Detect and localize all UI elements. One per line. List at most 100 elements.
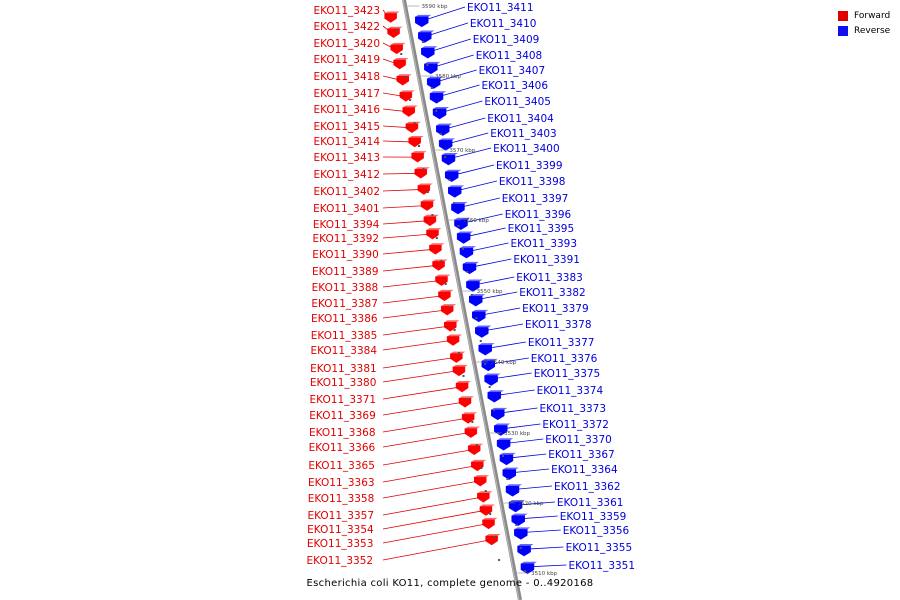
reverse-gene-label[interactable]: EKO11_3404 (487, 113, 554, 125)
reverse-gene-label[interactable]: EKO11_3409 (473, 34, 540, 46)
forward-gene-label[interactable]: EKO11_3420 (313, 38, 380, 50)
reverse-gene-label[interactable]: EKO11_3375 (534, 368, 601, 380)
forward-gene-label[interactable]: EKO11_3363 (308, 477, 375, 489)
forward-gene-label[interactable]: EKO11_3380 (310, 377, 377, 389)
reverse-gene-label[interactable]: EKO11_3351 (569, 560, 636, 572)
reverse-gene-label[interactable]: EKO11_3373 (540, 403, 607, 415)
forward-gene-label[interactable]: EKO11_3352 (307, 555, 374, 567)
reverse-gene-arrow (499, 452, 516, 466)
forward-leader-line (382, 523, 487, 544)
forward-gene-label[interactable]: EKO11_3402 (313, 186, 380, 198)
forward-gene-label[interactable]: EKO11_3394 (313, 219, 380, 231)
forward-gene-label[interactable]: EKO11_3381 (310, 363, 377, 375)
forward-gene-arrow (458, 396, 474, 408)
forward-leader-line (382, 25, 392, 34)
forward-gene-label[interactable]: EKO11_3389 (312, 266, 379, 278)
forward-gene-label[interactable]: EKO11_3385 (311, 330, 378, 342)
forward-gene-label[interactable]: EKO11_3416 (313, 104, 380, 116)
forward-gene-arrow (464, 426, 480, 438)
reverse-gene-label[interactable]: EKO11_3410 (470, 18, 537, 30)
forward-gene-label[interactable]: EKO11_3422 (313, 21, 380, 33)
reverse-gene-arrow (426, 76, 444, 89)
reverse-gene-label[interactable]: EKO11_3407 (479, 65, 546, 77)
reverse-leader-line (428, 22, 469, 36)
forward-gene-label[interactable]: EKO11_3369 (309, 410, 376, 422)
minor-feature-mark (400, 53, 403, 55)
minor-feature-mark (453, 329, 456, 331)
reverse-gene-label[interactable]: EKO11_3411 (467, 2, 534, 14)
reverse-leader-line (449, 132, 489, 144)
reverse-gene-label[interactable]: EKO11_3382 (519, 287, 586, 299)
forward-gene-arrow (473, 475, 490, 487)
minor-feature-mark (510, 501, 513, 503)
forward-gene-label[interactable]: EKO11_3423 (313, 5, 380, 17)
reverse-leader-line (439, 84, 480, 97)
reverse-leader-line (485, 323, 524, 331)
forward-gene-label[interactable]: EKO11_3392 (313, 233, 380, 245)
reverse-gene-label[interactable]: EKO11_3399 (496, 160, 563, 172)
reverse-gene-label[interactable]: EKO11_3395 (508, 223, 575, 235)
reverse-gene-label[interactable]: EKO11_3408 (476, 50, 543, 62)
legend-forward: Forward (838, 8, 890, 23)
reverse-gene-label[interactable]: EKO11_3400 (493, 143, 560, 155)
forward-gene-label[interactable]: EKO11_3419 (313, 54, 380, 66)
reverse-gene-label[interactable]: EKO11_3361 (557, 497, 624, 509)
reverse-gene-label[interactable]: EKO11_3374 (537, 385, 604, 397)
reverse-gene-label[interactable]: EKO11_3364 (551, 464, 618, 476)
reverse-gene-label[interactable]: EKO11_3406 (482, 80, 549, 92)
forward-gene-label[interactable]: EKO11_3357 (307, 510, 374, 522)
forward-leader-line (382, 205, 425, 209)
forward-gene-label[interactable]: EKO11_3401 (313, 203, 380, 215)
forward-gene-label[interactable]: EKO11_3418 (313, 71, 380, 83)
reverse-leader-line (521, 515, 558, 520)
reverse-gene-label[interactable]: EKO11_3405 (484, 96, 551, 108)
reverse-gene-label[interactable]: EKO11_3397 (502, 193, 569, 205)
forward-gene-arrow (399, 90, 415, 102)
reverse-gene-label[interactable]: EKO11_3393 (511, 238, 578, 250)
reverse-gene-label[interactable]: EKO11_3367 (548, 449, 615, 461)
forward-gene-label[interactable]: EKO11_3387 (311, 298, 378, 310)
forward-gene-label[interactable]: EKO11_3413 (313, 152, 380, 164)
minor-feature-mark (430, 87, 433, 89)
forward-gene-label[interactable]: EKO11_3384 (310, 345, 377, 357)
reverse-gene-arrow (505, 484, 523, 497)
reverse-gene-label[interactable]: EKO11_3370 (545, 434, 612, 446)
reverse-gene-label[interactable]: EKO11_3403 (490, 128, 557, 140)
forward-gene-label[interactable]: EKO11_3415 (313, 121, 380, 133)
reverse-gene-arrow (484, 373, 501, 386)
forward-gene-arrow (417, 183, 433, 195)
forward-gene-label[interactable]: EKO11_3365 (308, 460, 375, 472)
reverse-gene-arrow (490, 407, 508, 421)
reverse-gene-label[interactable]: EKO11_3376 (531, 353, 598, 365)
reverse-gene-label[interactable]: EKO11_3372 (542, 419, 609, 431)
forward-gene-label[interactable]: EKO11_3390 (312, 249, 379, 261)
reverse-gene-label[interactable]: EKO11_3362 (554, 481, 621, 493)
forward-gene-label[interactable]: EKO11_3368 (309, 427, 376, 439)
forward-gene-label[interactable]: EKO11_3366 (309, 442, 376, 454)
forward-gene-label[interactable]: EKO11_3358 (308, 493, 375, 505)
forward-gene-label[interactable]: EKO11_3353 (307, 538, 374, 550)
legend: Forward Reverse (838, 8, 890, 38)
minor-feature-mark (501, 455, 504, 457)
forward-gene-label[interactable]: EKO11_3388 (312, 282, 379, 294)
reverse-gene-label[interactable]: EKO11_3383 (516, 272, 583, 284)
forward-gene-label[interactable]: EKO11_3354 (307, 524, 374, 536)
reverse-gene-label[interactable]: EKO11_3355 (566, 542, 633, 554)
reverse-gene-label[interactable]: EKO11_3378 (525, 319, 592, 331)
reverse-gene-label[interactable]: EKO11_3377 (528, 337, 595, 349)
forward-gene-label[interactable]: EKO11_3386 (311, 313, 378, 325)
forward-gene-label[interactable]: EKO11_3417 (313, 88, 380, 100)
reverse-gene-label[interactable]: EKO11_3398 (499, 176, 566, 188)
reverse-gene-label[interactable]: EKO11_3396 (505, 209, 572, 221)
kbp-tick-label: 3550 kbp (477, 289, 503, 295)
reverse-gene-label[interactable]: EKO11_3379 (522, 303, 589, 315)
minor-feature-mark (409, 99, 412, 101)
reverse-gene-label[interactable]: EKO11_3391 (513, 254, 580, 266)
reverse-gene-label[interactable]: EKO11_3359 (560, 511, 627, 523)
reverse-gene-label[interactable]: EKO11_3356 (563, 525, 630, 537)
forward-gene-label[interactable]: EKO11_3414 (313, 136, 380, 148)
forward-gene-label[interactable]: EKO11_3371 (310, 394, 377, 406)
minor-feature-mark (426, 64, 429, 66)
forward-gene-label[interactable]: EKO11_3412 (313, 169, 380, 181)
reverse-leader-line (509, 453, 547, 459)
